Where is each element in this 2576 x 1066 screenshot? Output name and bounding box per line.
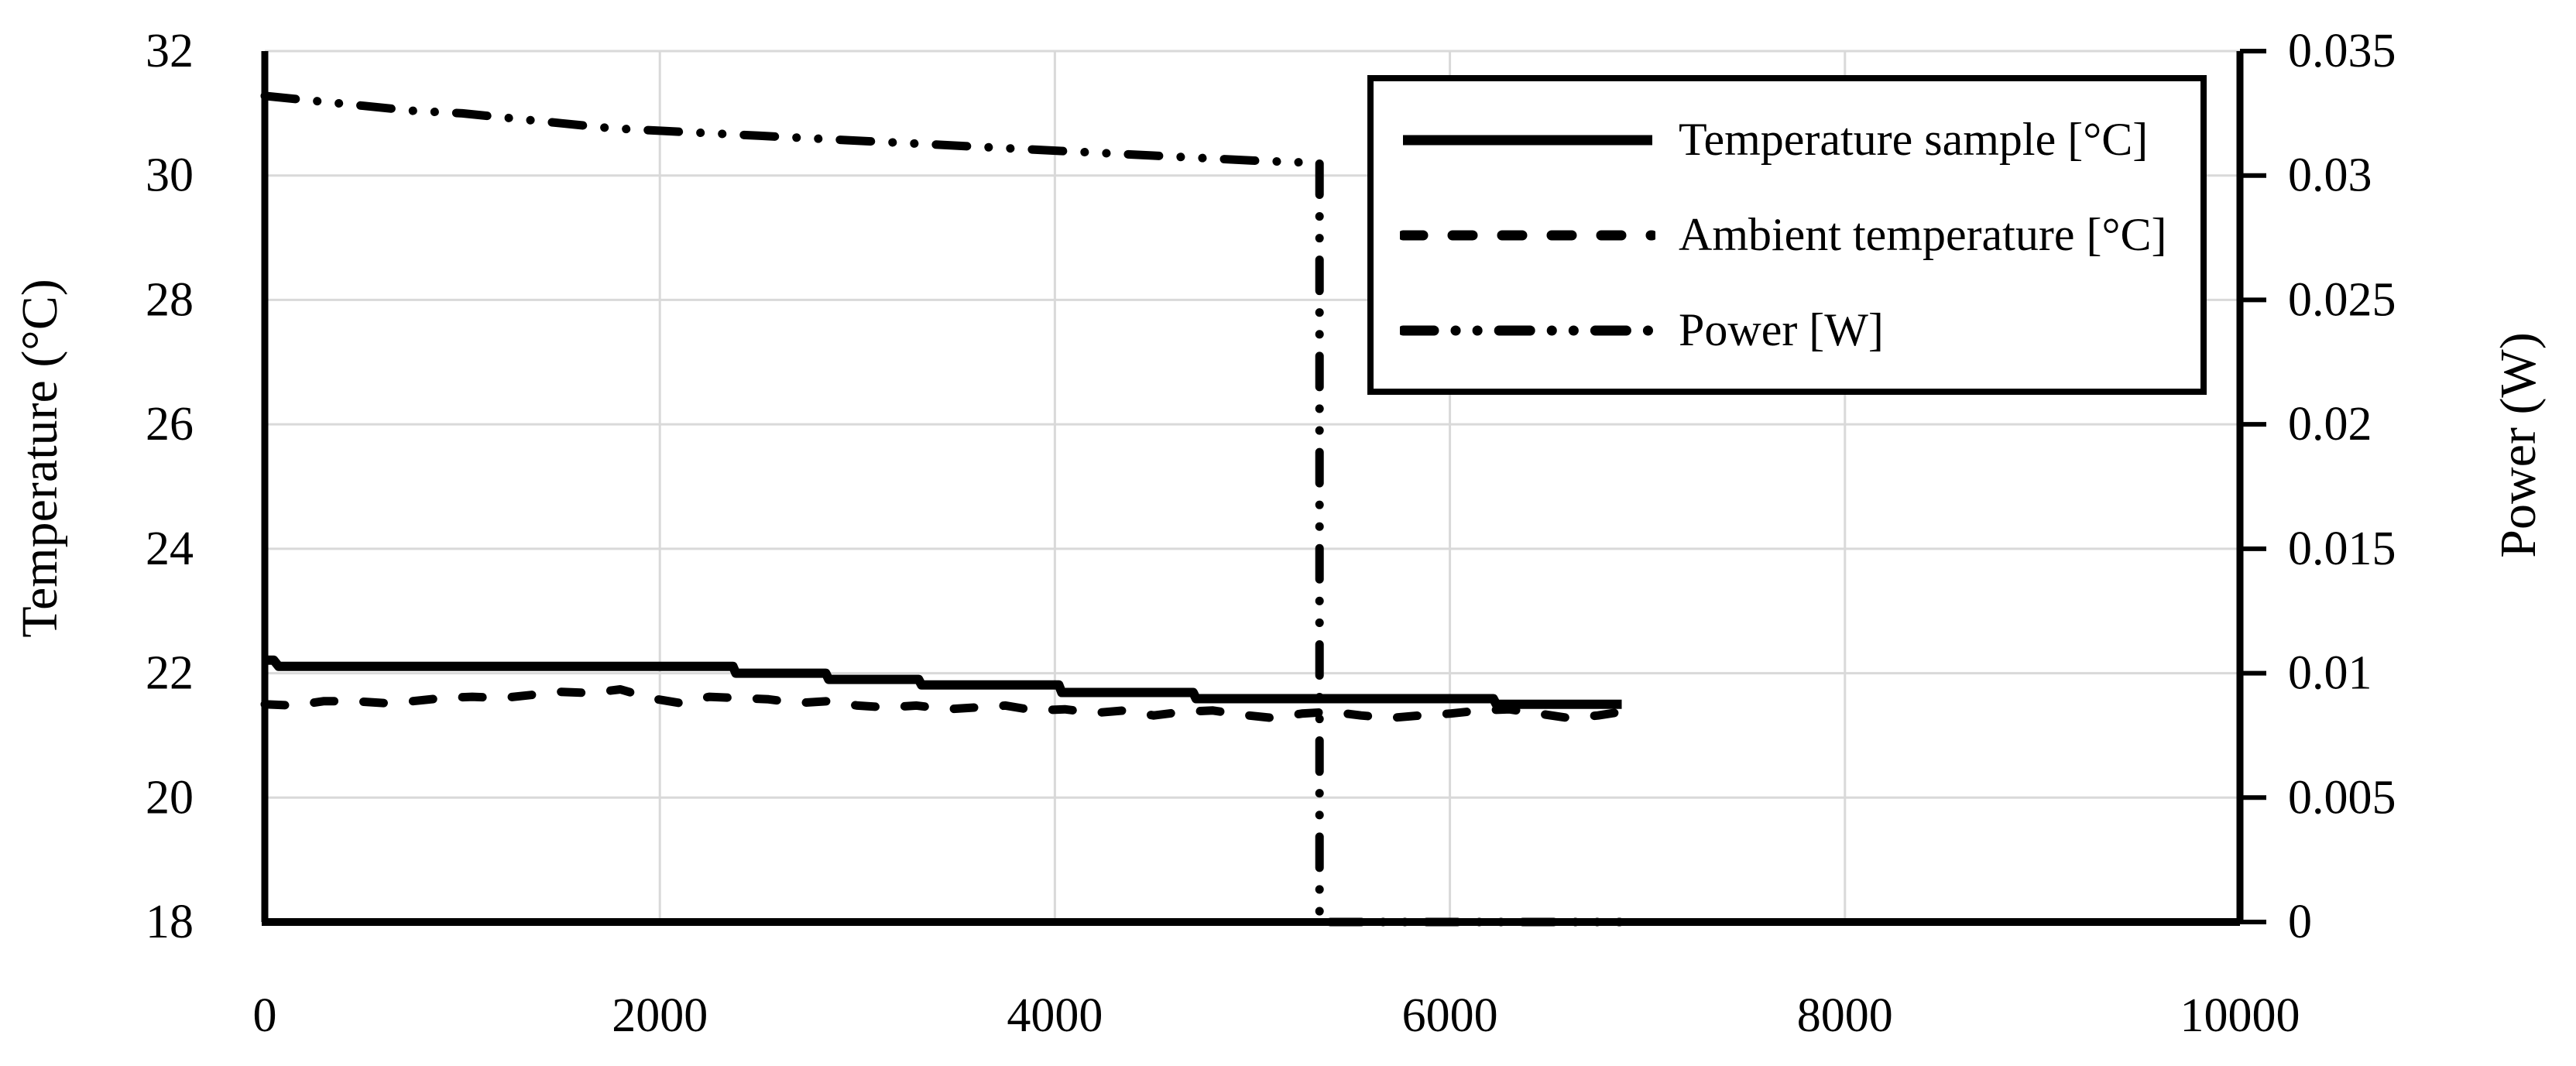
right-tick-label: 0.02 — [2288, 398, 2372, 451]
left-tick-label: 30 — [146, 149, 194, 202]
right-tick-label: 0 — [2288, 896, 2312, 948]
series-ambient-temperature-line — [260, 685, 1626, 722]
right-tick-label: 0.035 — [2288, 25, 2396, 77]
left-tick-label: 28 — [146, 273, 194, 326]
left-axis-tick-labels: 18 20 22 24 26 28 30 32 — [146, 25, 194, 948]
axis-ticks — [2240, 49, 2266, 924]
right-tick-label: 0.015 — [2288, 523, 2396, 575]
legend-label: Ambient temperature [°C] — [1679, 209, 2167, 260]
legend-item-temperature-sample: Temperature sample [°C] — [1400, 113, 2200, 166]
series-temperature-sample-line — [265, 655, 1622, 709]
left-tick-label: 20 — [146, 771, 194, 824]
legend-label: Temperature sample [°C] — [1679, 114, 2149, 165]
left-tick-label: 24 — [146, 523, 194, 575]
legend-line-sample-dash-dot-dot-icon — [1400, 325, 1655, 335]
legend-line-sample-dashed-icon — [1400, 230, 1655, 240]
legend-item-power: Power [W] — [1400, 303, 2200, 357]
right-axis-title: Power (W) — [2490, 332, 2547, 558]
right-tick-label: 0.03 — [2288, 149, 2372, 202]
left-tick-label: 18 — [146, 896, 194, 948]
plot-axes — [261, 51, 2244, 926]
legend-label: Power [W] — [1679, 304, 1884, 355]
x-tick-label: 8000 — [1797, 989, 1893, 1042]
right-tick-label: 0.025 — [2288, 273, 2396, 326]
x-tick-label: 6000 — [1402, 989, 1498, 1042]
left-tick-label: 26 — [146, 398, 194, 451]
x-tick-label: 2000 — [612, 989, 708, 1042]
right-tick-label: 0.005 — [2288, 771, 2396, 824]
left-tick-label: 32 — [146, 25, 194, 77]
left-tick-label: 22 — [146, 647, 194, 700]
legend: Temperature sample [°C] Ambient temperat… — [1367, 75, 2207, 395]
right-axis-tick-labels: 0 0.005 0.01 0.015 0.02 0.025 0.03 0.035 — [2288, 25, 2396, 948]
x-tick-label: 10000 — [2180, 989, 2300, 1042]
left-axis-title: Temperature (°C) — [12, 279, 68, 638]
right-tick-label: 0.01 — [2288, 647, 2372, 700]
legend-line-sample-solid-icon — [1403, 135, 1652, 145]
x-tick-label: 4000 — [1007, 989, 1103, 1042]
legend-item-ambient-temperature: Ambient temperature [°C] — [1400, 208, 2200, 262]
x-tick-label: 0 — [253, 989, 277, 1042]
plot-series — [260, 91, 1626, 927]
series-power-line — [260, 91, 1624, 927]
x-axis-tick-labels: 0 2000 4000 6000 8000 10000 — [253, 989, 2300, 1042]
